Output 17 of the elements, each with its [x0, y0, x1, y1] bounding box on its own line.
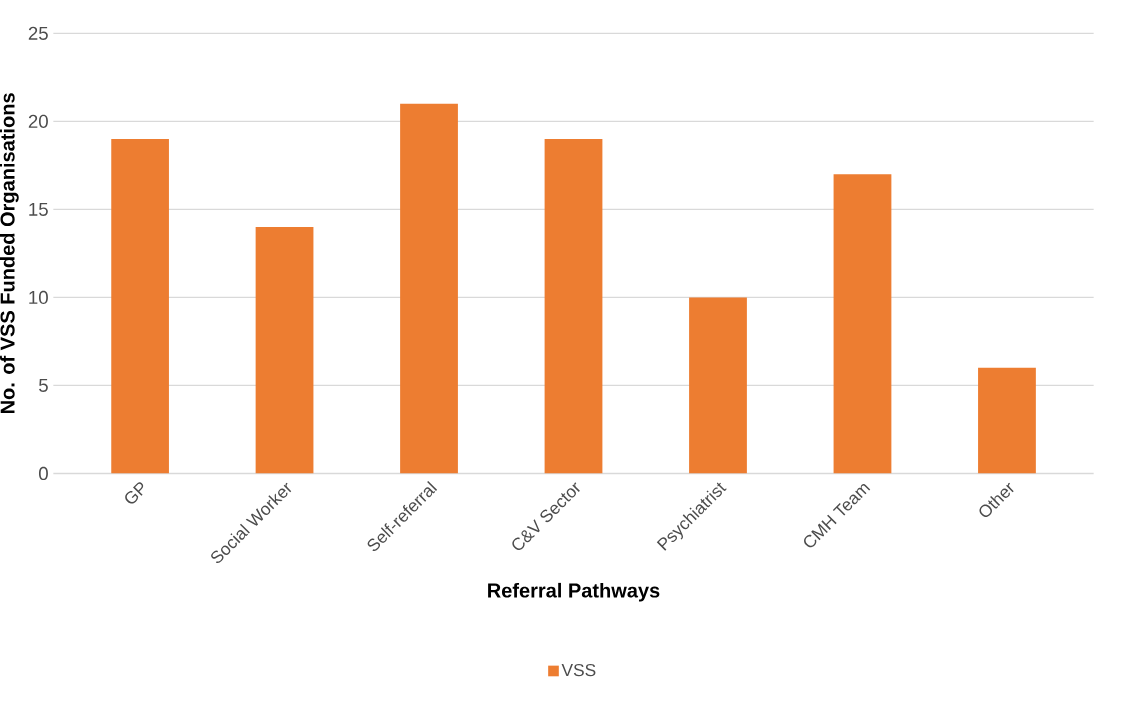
- bar: [833, 174, 892, 474]
- bar: [400, 103, 458, 474]
- y-tick-label: 0: [38, 467, 48, 481]
- y-tick-label: 25: [28, 26, 48, 41]
- bar: [689, 297, 747, 474]
- x-axis-title: Referral Pathways: [488, 583, 660, 602]
- legend-label: VSS: [561, 664, 596, 677]
- y-axis-title: No. of VSS Funded Organisations: [0, 93, 19, 414]
- y-tick-label: 20: [28, 114, 48, 129]
- x-tick-label: GP: [125, 482, 144, 504]
- bar: [978, 368, 1036, 474]
- bar: [255, 227, 314, 474]
- bar: [111, 139, 169, 474]
- y-tick-label: 15: [29, 203, 48, 217]
- y-tick-label: 10: [29, 291, 48, 305]
- y-tick-label: 5: [39, 379, 48, 393]
- bar: [544, 139, 603, 474]
